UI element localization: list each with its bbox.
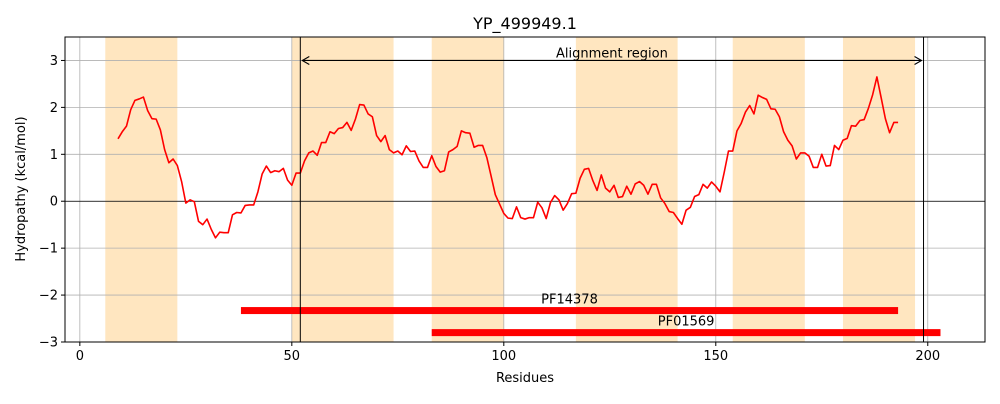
y-tick-label: −1	[39, 242, 58, 257]
hydropathy-line	[117, 76, 899, 239]
x-tick-label: 150	[703, 349, 728, 364]
x-tick-label: 100	[491, 349, 516, 364]
highlight-band	[105, 37, 178, 342]
alignment-arrow-right-head	[914, 55, 923, 65]
domain-bar	[431, 329, 941, 337]
x-tick-label: 50	[284, 349, 301, 364]
highlight-band	[732, 37, 805, 342]
highlight-band	[842, 37, 916, 342]
x-tick-label: 0	[76, 349, 84, 364]
highlight-band	[575, 37, 678, 342]
y-tick-label: −3	[39, 336, 58, 351]
plot-frame	[64, 36, 986, 343]
x-tick-label: 200	[915, 349, 940, 364]
y-axis-label: Hydropathy (kcal/mol)	[14, 116, 29, 261]
chart-title: YP_499949.1	[472, 14, 577, 34]
y-tick-label: 1	[50, 148, 58, 163]
alignment-region-label: Alignment region	[556, 46, 668, 61]
y-tick-label: 0	[50, 195, 58, 210]
domain-bar	[240, 307, 899, 315]
x-axis-label: Residues	[496, 371, 554, 386]
highlight-band	[291, 37, 394, 342]
y-tick-label: −2	[39, 289, 58, 304]
y-tick-label: 3	[50, 54, 58, 69]
domain-label: PF14378	[541, 293, 598, 308]
domain-label: PF01569	[658, 315, 715, 330]
highlight-band	[431, 37, 504, 342]
y-tick-label: 2	[50, 101, 58, 116]
alignment-arrow-left-head	[301, 55, 310, 65]
